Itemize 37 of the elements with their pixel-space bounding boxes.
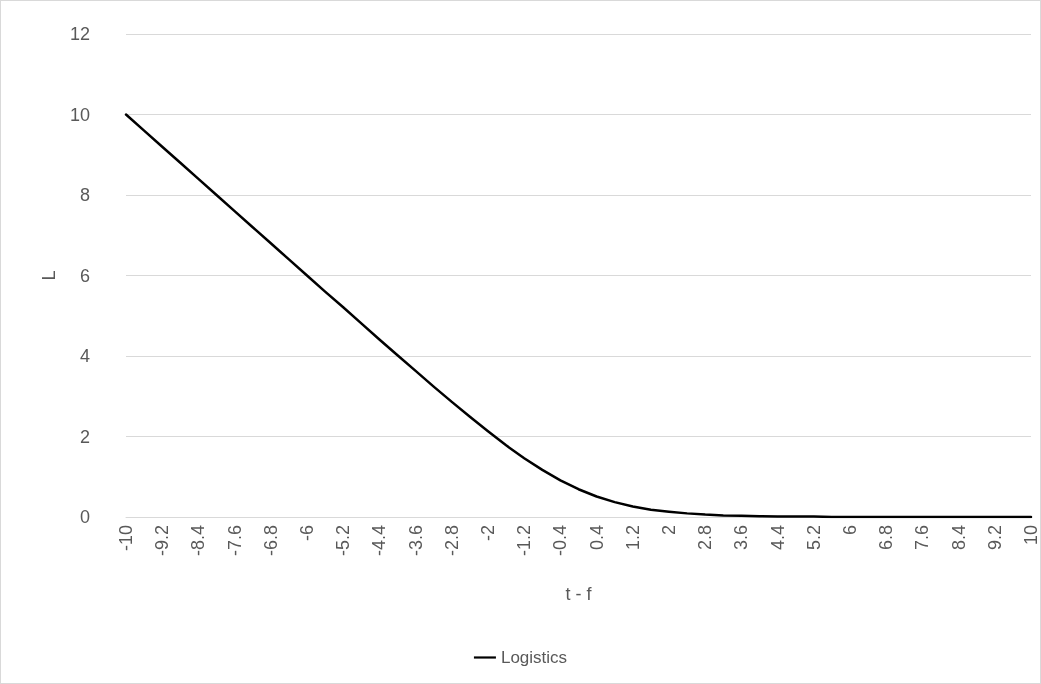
x-tick-label: 7.6 bbox=[912, 525, 933, 551]
y-tick-label: 4 bbox=[79, 346, 90, 366]
y-tick-label: 10 bbox=[69, 104, 90, 125]
x-tick-label: -10 bbox=[116, 525, 136, 552]
x-tick-label: 2.8 bbox=[695, 525, 716, 551]
y-tick-label: 8 bbox=[79, 185, 90, 205]
x-axis-title: t - f bbox=[565, 584, 593, 604]
x-tick-label: 6.8 bbox=[876, 525, 897, 551]
x-tick-label: -3.6 bbox=[405, 525, 426, 557]
x-tick-label: 4.4 bbox=[767, 525, 788, 551]
x-tick-label: -0.4 bbox=[550, 525, 571, 557]
x-tick-label: -4.4 bbox=[369, 525, 390, 557]
x-tick-label: 9.2 bbox=[984, 525, 1005, 551]
x-tick-label: 10 bbox=[1021, 525, 1041, 546]
x-tick-label: -5.2 bbox=[333, 525, 354, 557]
legend-label: Logistics bbox=[500, 648, 568, 667]
y-axis-title: L bbox=[39, 270, 59, 281]
x-tick-label: -6 bbox=[297, 525, 317, 542]
y-tick-label: 0 bbox=[79, 507, 90, 527]
x-tick-label: -7.6 bbox=[224, 525, 245, 557]
x-tick-label: 0.4 bbox=[586, 525, 607, 551]
x-tick-label: -6.8 bbox=[260, 525, 281, 557]
x-tick-label: 5.2 bbox=[803, 525, 824, 551]
x-tick-label: -2.8 bbox=[441, 525, 462, 557]
y-tick-label: 12 bbox=[69, 24, 90, 44]
x-tick-label: -8.4 bbox=[188, 525, 209, 557]
x-tick-label: -1.2 bbox=[514, 525, 535, 557]
x-tick-label: -9.2 bbox=[152, 525, 173, 557]
x-tick-label: 6 bbox=[840, 525, 860, 536]
y-tick-label: 6 bbox=[79, 265, 90, 286]
x-tick-label: 3.6 bbox=[731, 525, 752, 551]
line-series bbox=[124, 113, 1033, 519]
y-tick-label: 2 bbox=[79, 426, 90, 447]
x-tick-label: 8.4 bbox=[948, 525, 969, 551]
x-tick-label: 1.2 bbox=[622, 525, 643, 551]
x-tick-label: -2 bbox=[478, 525, 498, 542]
x-tick-label: 2 bbox=[659, 525, 679, 536]
